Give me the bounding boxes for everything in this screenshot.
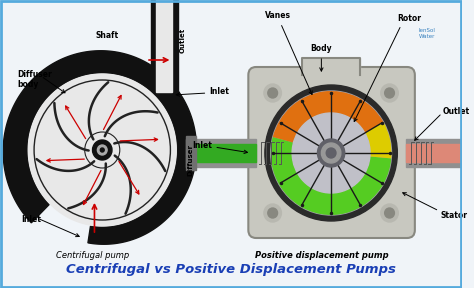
Circle shape [265,85,397,221]
Polygon shape [156,0,173,92]
Polygon shape [302,58,360,75]
Circle shape [268,208,278,218]
Polygon shape [189,144,256,162]
Circle shape [381,204,398,222]
Circle shape [100,148,104,152]
Circle shape [318,139,345,167]
Wedge shape [271,137,391,215]
Circle shape [271,91,392,215]
Polygon shape [406,144,473,162]
FancyBboxPatch shape [248,67,415,238]
Polygon shape [28,74,176,226]
Text: Stator: Stator [440,211,467,219]
Circle shape [97,145,107,155]
Polygon shape [186,139,256,167]
Circle shape [321,143,341,163]
Polygon shape [406,139,474,167]
Circle shape [92,140,112,160]
Polygon shape [151,0,178,95]
Text: Outlet: Outlet [443,107,470,115]
Circle shape [326,148,336,158]
Text: Inlet: Inlet [192,141,212,149]
Circle shape [268,88,278,98]
Text: Vanes: Vanes [264,11,291,20]
Wedge shape [365,122,392,158]
Text: Positive displacement pump: Positive displacement pump [255,251,388,260]
Circle shape [292,113,370,193]
Text: Centrifugal vs Positive Displacement Pumps: Centrifugal vs Positive Displacement Pum… [66,263,396,276]
Wedge shape [273,91,383,143]
Circle shape [381,84,398,102]
Text: Diffuser
body: Diffuser body [18,70,52,89]
Circle shape [385,208,394,218]
Text: Diffuser: Diffuser [187,144,193,176]
Circle shape [385,88,394,98]
Polygon shape [466,136,474,170]
Text: Outlet: Outlet [180,27,186,53]
Text: Inlet: Inlet [21,215,41,225]
Text: Centrifugal pump: Centrifugal pump [56,251,129,260]
Text: IenSol
Water: IenSol Water [419,28,436,39]
Text: Body: Body [310,44,332,53]
Text: Inlet: Inlet [210,88,229,96]
Text: Rotor: Rotor [397,14,421,23]
Polygon shape [3,51,197,244]
Circle shape [264,204,282,222]
Polygon shape [186,136,196,170]
Text: Shaft: Shaft [96,31,118,40]
Circle shape [264,84,282,102]
